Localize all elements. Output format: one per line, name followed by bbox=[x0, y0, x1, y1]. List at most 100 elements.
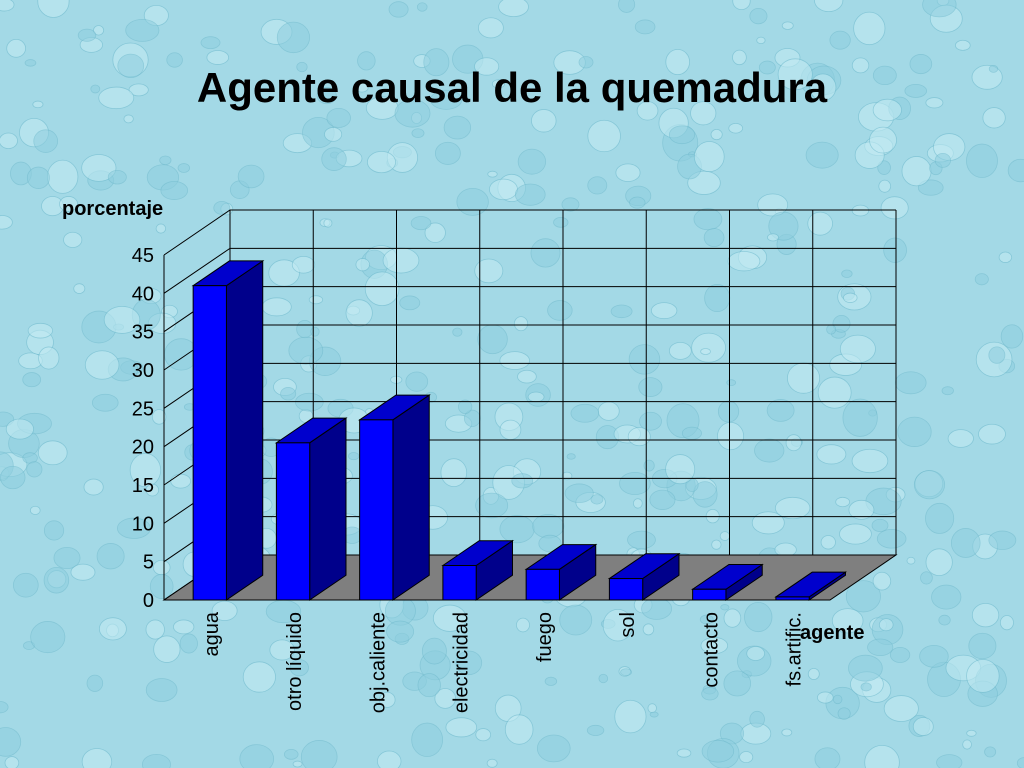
water-drop bbox=[906, 556, 916, 565]
water-drop bbox=[93, 25, 105, 36]
water-drop bbox=[70, 563, 96, 581]
water-drop bbox=[739, 751, 754, 764]
water-drop bbox=[913, 470, 946, 500]
water-drop bbox=[561, 197, 580, 212]
water-drop bbox=[691, 332, 727, 363]
water-drop bbox=[30, 621, 66, 654]
x-tick-label: otro líquido bbox=[284, 612, 306, 711]
water-drop bbox=[516, 617, 530, 633]
water-drop bbox=[289, 659, 309, 677]
water-drop bbox=[829, 30, 851, 50]
bar bbox=[524, 543, 598, 601]
water-drop bbox=[98, 86, 135, 110]
water-drop bbox=[149, 573, 174, 599]
water-drop bbox=[345, 299, 373, 327]
water-drop bbox=[4, 756, 20, 768]
water-drop bbox=[627, 530, 656, 550]
water-drop bbox=[871, 518, 889, 533]
water-drop bbox=[200, 36, 221, 50]
water-drop bbox=[723, 608, 742, 628]
chart-title: Agente causal de la quemadura bbox=[196, 64, 828, 111]
water-drop bbox=[732, 0, 751, 11]
water-drop bbox=[531, 109, 557, 133]
water-drop bbox=[634, 19, 656, 35]
water-drop bbox=[744, 602, 773, 633]
water-drop bbox=[153, 635, 181, 663]
water-drop bbox=[922, 0, 957, 18]
water-drop bbox=[749, 710, 765, 728]
water-drop bbox=[128, 83, 149, 97]
water-drop bbox=[326, 108, 351, 128]
water-drop bbox=[145, 619, 165, 640]
water-drop bbox=[628, 344, 661, 375]
water-drop bbox=[366, 150, 396, 174]
water-drop bbox=[710, 128, 723, 141]
water-drop bbox=[925, 548, 953, 577]
water-drop bbox=[386, 620, 415, 643]
water-drop bbox=[897, 416, 932, 447]
water-drop bbox=[81, 154, 117, 182]
water-drop bbox=[269, 639, 295, 661]
water-drop bbox=[432, 604, 467, 632]
water-drop bbox=[851, 57, 870, 74]
water-drop bbox=[642, 623, 655, 636]
water-drop bbox=[474, 258, 504, 284]
water-drop bbox=[947, 429, 974, 448]
water-drop bbox=[26, 166, 50, 189]
water-drop bbox=[1000, 324, 1024, 349]
y-tick-label: 40 bbox=[132, 283, 154, 305]
bar bbox=[191, 259, 265, 601]
water-drop bbox=[98, 617, 127, 641]
water-drop bbox=[103, 305, 141, 334]
bar bbox=[774, 571, 848, 601]
water-drop bbox=[410, 216, 432, 231]
water-drop bbox=[486, 758, 498, 768]
water-drop bbox=[610, 304, 633, 319]
water-drop bbox=[839, 523, 872, 545]
water-drop bbox=[835, 496, 851, 508]
water-drop bbox=[239, 744, 275, 768]
water-drop bbox=[547, 300, 573, 321]
water-drop bbox=[615, 163, 641, 182]
water-drop bbox=[544, 676, 558, 686]
water-drop bbox=[463, 409, 481, 427]
water-drop bbox=[0, 727, 22, 757]
y-tick-label: 5 bbox=[143, 552, 154, 574]
water-drop bbox=[904, 83, 927, 98]
water-drop bbox=[160, 181, 189, 200]
water-drop bbox=[443, 115, 472, 140]
water-drop bbox=[291, 255, 316, 274]
water-drop bbox=[434, 141, 461, 165]
water-drop bbox=[411, 128, 425, 139]
water-drop bbox=[768, 211, 799, 241]
water-drop bbox=[841, 269, 853, 278]
water-drop bbox=[889, 646, 911, 663]
water-drop bbox=[513, 316, 529, 332]
water-drop bbox=[872, 65, 897, 86]
water-drop bbox=[988, 530, 1017, 550]
water-drop bbox=[379, 691, 396, 708]
water-drop bbox=[726, 379, 737, 386]
y-tick-label: 35 bbox=[132, 322, 154, 344]
water-drop bbox=[602, 609, 634, 642]
water-drop bbox=[33, 129, 59, 153]
water-drop bbox=[984, 746, 997, 758]
water-drop bbox=[962, 739, 972, 750]
water-drop bbox=[26, 461, 43, 478]
water-drop bbox=[732, 49, 747, 66]
water-drop bbox=[308, 295, 324, 305]
water-drop bbox=[851, 448, 889, 474]
water-drop bbox=[919, 644, 949, 668]
water-drop bbox=[487, 170, 498, 178]
water-drop bbox=[53, 546, 81, 570]
water-drop bbox=[590, 494, 604, 505]
water-drop bbox=[206, 50, 230, 65]
water-drop bbox=[746, 646, 766, 661]
water-drop bbox=[982, 107, 1006, 129]
y-tick-label: 20 bbox=[132, 437, 154, 459]
water-drop bbox=[966, 729, 977, 737]
water-drop bbox=[38, 346, 60, 370]
water-drop bbox=[974, 273, 989, 286]
water-drop bbox=[639, 411, 662, 431]
water-drop bbox=[700, 637, 729, 655]
